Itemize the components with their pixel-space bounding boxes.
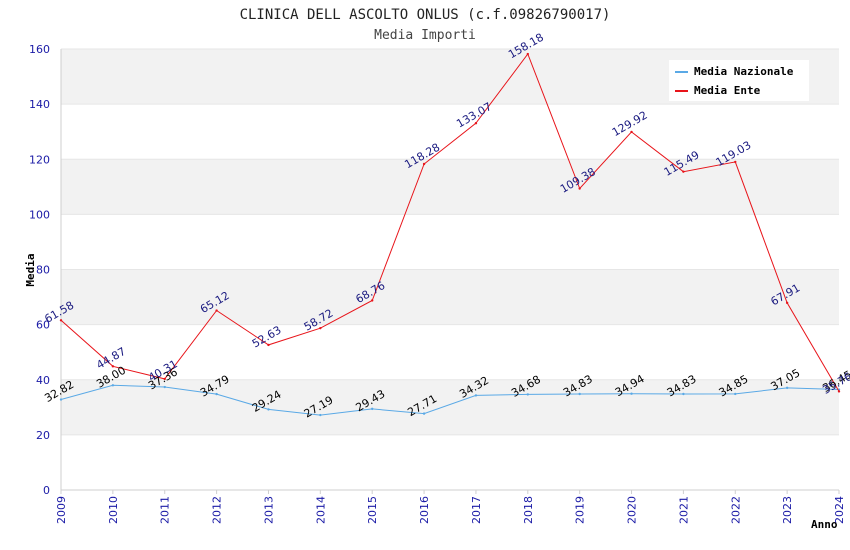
y-axis-label: Media (24, 253, 37, 286)
data-point (578, 187, 581, 190)
y-tick-label: 120 (29, 153, 50, 166)
data-point (319, 413, 322, 417)
y-tick-label: 40 (36, 374, 50, 387)
x-tick-label: 2021 (677, 496, 690, 524)
plot-band (61, 324, 839, 380)
data-point (785, 386, 789, 390)
x-tick-label: 2014 (314, 496, 327, 524)
data-point (526, 52, 529, 56)
series-layer (59, 52, 841, 417)
plot-band (61, 104, 839, 160)
x-tick-label: 2009 (55, 496, 68, 524)
x-tick-label: 2017 (470, 496, 483, 524)
data-point (422, 162, 426, 166)
data-point (682, 170, 685, 173)
x-tick-label: 2015 (366, 496, 379, 524)
data-point (526, 393, 529, 396)
x-tick-label: 2023 (781, 496, 794, 524)
x-tick-label: 2022 (729, 496, 742, 524)
plot-band (61, 159, 839, 215)
data-point (59, 398, 63, 401)
plot-band (61, 269, 839, 325)
x-tick-label: 2020 (626, 496, 639, 524)
data-point (267, 343, 270, 347)
data-point (734, 160, 737, 164)
series-line (60, 384, 840, 416)
y-tick-label: 60 (36, 319, 50, 332)
data-point (111, 365, 115, 368)
data-point (319, 326, 322, 330)
data-point (474, 122, 478, 125)
x-axis-label: Anno (811, 518, 838, 531)
plot-band (61, 379, 839, 435)
y-tick-label: 80 (36, 264, 50, 277)
y-tick-label: 20 (36, 429, 50, 442)
data-point (630, 130, 633, 134)
y-tick-label: 160 (29, 43, 50, 56)
legend: Media Nazionale Media Ente (669, 60, 809, 101)
data-point (215, 392, 218, 396)
plot-band (61, 214, 839, 270)
plot-background (61, 49, 839, 490)
x-tick-label: 2024 (833, 496, 846, 524)
x-tick-label: 2011 (159, 496, 172, 524)
series-line (60, 52, 840, 392)
x-axis-ticks: 2009 2010 2011 2012 2013 2014 2015 2016 2017 2018… (55, 490, 846, 524)
x-tick-label: 2012 (211, 496, 224, 524)
chart-title: CLINICA DELL ASCOLTO ONLUS (c.f.09826790… (240, 7, 611, 23)
chart-subtitle: Media Importi (374, 28, 476, 43)
data-point (371, 407, 374, 411)
data-point (734, 392, 737, 396)
y-tick-label: 100 (29, 208, 50, 221)
x-tick-label: 2010 (107, 496, 120, 524)
legend-label-ente: Media Ente (694, 84, 761, 97)
legend-label-nazionale: Media Nazionale (694, 65, 794, 78)
data-point (111, 384, 115, 387)
y-axis-ticks: 0 20 40 60 80 100 120 140 160 (29, 43, 50, 497)
data-point (578, 392, 581, 396)
x-tick-label: 2013 (262, 496, 275, 524)
x-tick-label: 2016 (418, 496, 431, 524)
data-point (474, 394, 478, 397)
axes (60, 49, 839, 491)
data-point (371, 299, 374, 302)
data-point (630, 392, 633, 395)
data-point (682, 392, 685, 396)
plot-band (61, 434, 839, 490)
x-tick-label: 2018 (522, 496, 535, 524)
data-point (422, 412, 426, 415)
x-tick-label: 2019 (574, 496, 587, 524)
data-point (267, 408, 270, 411)
y-tick-label: 140 (29, 98, 50, 111)
data-point (163, 385, 166, 389)
data-point (785, 301, 789, 305)
data-point (837, 390, 841, 393)
data-point (215, 309, 218, 312)
legend-box (669, 60, 809, 101)
data-point (59, 319, 63, 322)
data-point (163, 377, 166, 381)
y-tick-label: 0 (43, 484, 50, 497)
